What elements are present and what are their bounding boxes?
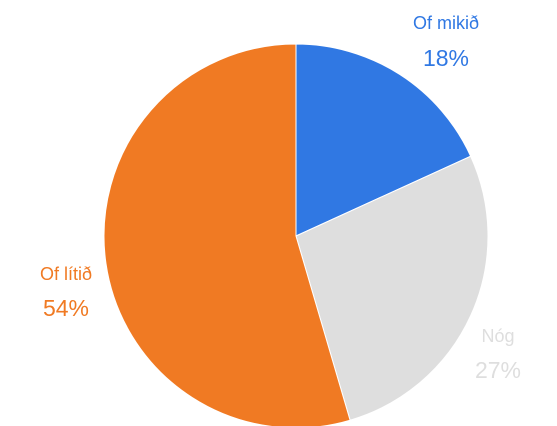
slice-percent-1: 18% (423, 45, 469, 71)
slice-label-2: Nóg (481, 326, 514, 346)
slice-percent-2: 27% (475, 357, 521, 383)
pie-labels: Of mikið 18% Nóg 27% Of lítið 54% (40, 13, 521, 383)
slice-percent-3: 54% (43, 295, 89, 321)
slice-label-1: Of mikið (413, 13, 479, 33)
pie-slice-2 (295, 155, 489, 421)
pie-slices (103, 43, 489, 426)
pie-slice-3 (103, 43, 351, 426)
pie-slice-1 (295, 43, 472, 237)
slice-label-3: Of lítið (40, 264, 92, 284)
